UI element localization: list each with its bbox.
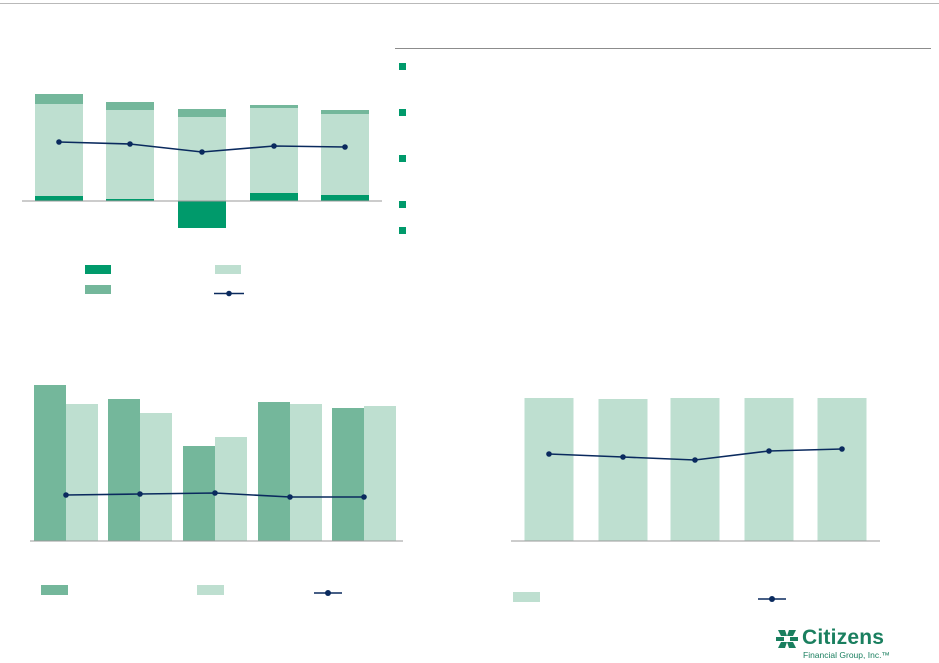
bar-segment — [35, 104, 83, 196]
bar — [108, 399, 140, 541]
bar-segment — [321, 110, 369, 114]
series-point — [212, 490, 218, 496]
legend-swatch-dark-green — [85, 265, 111, 274]
series-point — [56, 139, 62, 145]
bar — [817, 398, 867, 541]
series-point — [199, 149, 205, 155]
series-point — [692, 457, 698, 463]
panel-divider — [395, 48, 931, 49]
bar-segment — [178, 201, 226, 228]
bullet-marker — [399, 227, 406, 234]
series-point — [546, 451, 552, 457]
series-point — [766, 448, 772, 454]
bar-segment — [250, 193, 298, 201]
bar — [140, 413, 172, 541]
bar-segment — [35, 196, 83, 201]
series-point — [271, 143, 277, 149]
citizens-logo-mark-icon — [776, 630, 798, 648]
bullet-marker — [399, 155, 406, 162]
legend-line-marker — [758, 591, 786, 602]
bar-segment — [106, 102, 154, 110]
legend-swatch-light-green — [197, 585, 224, 595]
bar — [258, 402, 290, 541]
logo-wordmark: Citizens — [802, 626, 885, 649]
legend-line-marker — [314, 585, 342, 596]
bar — [364, 406, 396, 541]
series-point — [361, 494, 367, 500]
bar-segment — [178, 109, 226, 117]
series-point — [620, 454, 626, 460]
series-point — [63, 492, 69, 498]
bar — [524, 398, 574, 541]
bullet-marker — [399, 109, 406, 116]
legend-line-marker — [214, 285, 244, 297]
citizens-logo: Citizens Financial Group, Inc.™ — [776, 624, 906, 662]
legend-swatch-light-green — [215, 265, 241, 274]
bar-segment — [321, 195, 369, 201]
bar-segment — [178, 117, 226, 201]
legend-swatch-light-green — [513, 592, 540, 602]
bar-segment — [106, 199, 154, 201]
bullet-marker — [399, 201, 406, 208]
bar — [66, 404, 98, 541]
bar — [34, 385, 66, 541]
legend-swatch-mid-green — [85, 285, 111, 294]
logo-subtitle: Financial Group, Inc.™ — [803, 650, 890, 660]
legend-swatch-mid-green — [41, 585, 68, 595]
bar — [598, 399, 648, 541]
bar-segment — [321, 114, 369, 195]
bar — [670, 398, 720, 541]
series-point — [127, 141, 133, 147]
series-point — [137, 491, 143, 497]
series-point — [342, 144, 348, 150]
bar-segment — [250, 105, 298, 108]
series-point — [287, 494, 293, 500]
bar-segment — [106, 110, 154, 199]
bar-segment — [35, 94, 83, 104]
top-rule — [0, 3, 939, 4]
bar — [215, 437, 247, 541]
bar — [332, 408, 364, 541]
bar — [744, 398, 794, 541]
bullet-marker — [399, 63, 406, 70]
bar-segment — [250, 108, 298, 193]
bar — [290, 404, 322, 541]
series-point — [839, 446, 845, 452]
